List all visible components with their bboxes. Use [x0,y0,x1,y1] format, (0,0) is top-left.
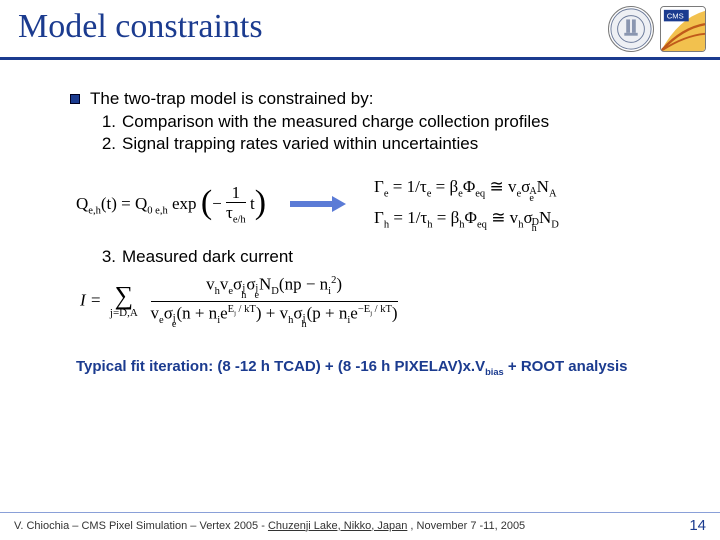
sigma-icon: ∑j=D,A [110,284,138,318]
lead-text: The two-trap model is constrained by: [90,88,373,109]
equation-dark-current: I = ∑j=D,A vhveσjhσjeND(np − ni2) veσje(… [80,275,670,329]
item-number: 1. [96,111,116,133]
lead-bullet: The two-trap model is constrained by: [70,88,670,109]
page-number: 14 [689,517,706,534]
cms-logo-icon: CMS [660,6,706,52]
item-text: Measured dark current [122,247,293,267]
equation-gamma-e: Γe = 1/τe = βeΦeq ≅ veσAeNA [374,177,559,202]
equation-qexp: Qe,h(t) = Q0 e,h exp (− 1τe/h t) [76,184,266,226]
university-seal-icon [608,6,654,52]
equation-row: Qe,h(t) = Q0 e,h exp (− 1τe/h t) Γe = 1/… [76,177,670,232]
slide-header: Model constraints CMS [0,0,720,60]
item-text: Signal trapping rates varied within unce… [122,133,478,155]
numbered-list: 1. Comparison with the measured charge c… [96,111,670,155]
cms-text: CMS [667,11,684,20]
list-item: 1. Comparison with the measured charge c… [96,111,670,133]
logo-group: CMS [608,6,706,52]
typical-fit-line: Typical fit iteration: (8 -12 h TCAD) + … [76,358,670,377]
item-number: 2. [96,133,116,155]
page-title: Model constraints [18,8,702,46]
item-text: Comparison with the measured charge coll… [122,111,549,133]
slide-footer: V. Chiochia – CMS Pixel Simulation – Ver… [0,512,720,534]
list-item: 3. Measured dark current [96,247,670,267]
equation-gamma-h: Γh = 1/τh = βhΦeq ≅ vhσDhND [374,208,559,233]
equation-gamma-stack: Γe = 1/τe = βeΦeq ≅ veσAeNA Γh = 1/τh = … [374,177,559,232]
slide-body: The two-trap model is constrained by: 1.… [0,60,720,377]
item-number: 3. [96,247,116,267]
list-item: 2. Signal trapping rates varied within u… [96,133,670,155]
arrow-icon [290,198,350,212]
bullet-icon [70,94,80,104]
footer-text: V. Chiochia – CMS Pixel Simulation – Ver… [14,520,525,532]
